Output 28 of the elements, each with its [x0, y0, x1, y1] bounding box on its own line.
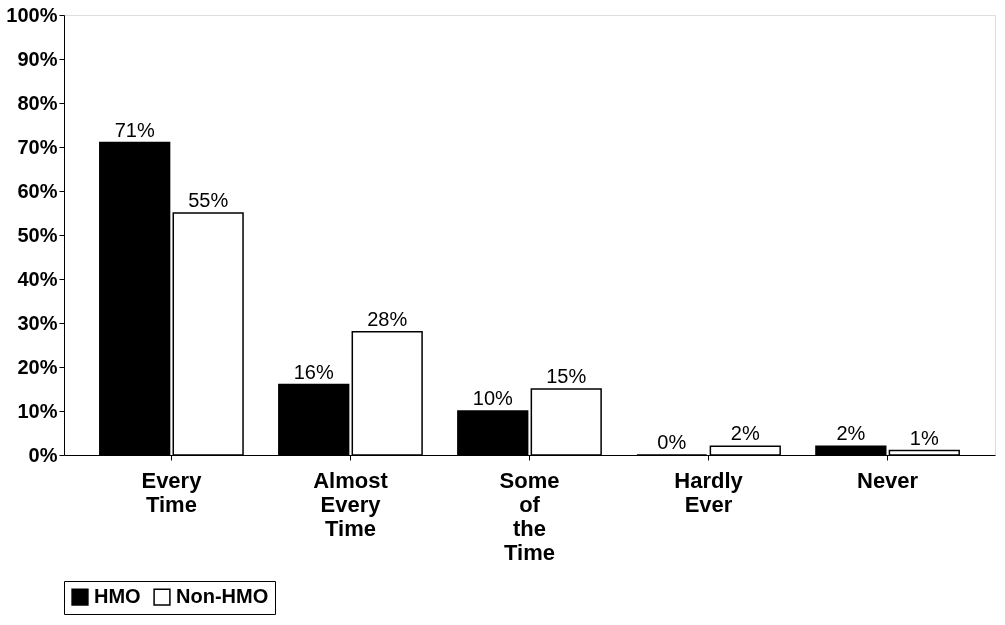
data-label: 28% — [367, 307, 408, 330]
x-tick-label: Some of the Time — [499, 467, 560, 565]
y-tick-label: 90% — [17, 47, 58, 70]
y-tick-label: 100% — [6, 3, 58, 26]
y-tick-label: 20% — [17, 355, 58, 378]
y-tick-label: 50% — [17, 223, 58, 246]
data-label: 15% — [546, 365, 587, 387]
data-label: 2% — [730, 422, 760, 445]
x-tick-label: Every Time — [141, 467, 203, 517]
y-tick-label: 10% — [17, 399, 58, 422]
x-tick-label: Hardly Ever — [674, 467, 744, 517]
data-label: 71% — [114, 118, 155, 141]
y-tick-label: 30% — [17, 311, 58, 334]
data-label: 1% — [909, 426, 939, 449]
y-tick-label: 80% — [17, 91, 58, 114]
y-tick-label: 60% — [17, 179, 58, 202]
x-tick-label: Almost Every Time — [313, 467, 389, 541]
data-label: 16% — [293, 360, 334, 383]
y-tick-label: 40% — [17, 267, 58, 290]
data-label: 55% — [188, 189, 229, 211]
legend-label: Non-HMO — [176, 585, 269, 608]
y-tick-label: 0% — [28, 443, 58, 466]
x-tick-label: Never — [857, 467, 919, 493]
legend-label: HMO — [94, 585, 141, 608]
data-label: 10% — [472, 387, 513, 409]
data-label: 2% — [836, 422, 866, 445]
y-tick-label: 70% — [17, 135, 58, 158]
data-label: 0% — [657, 431, 687, 453]
